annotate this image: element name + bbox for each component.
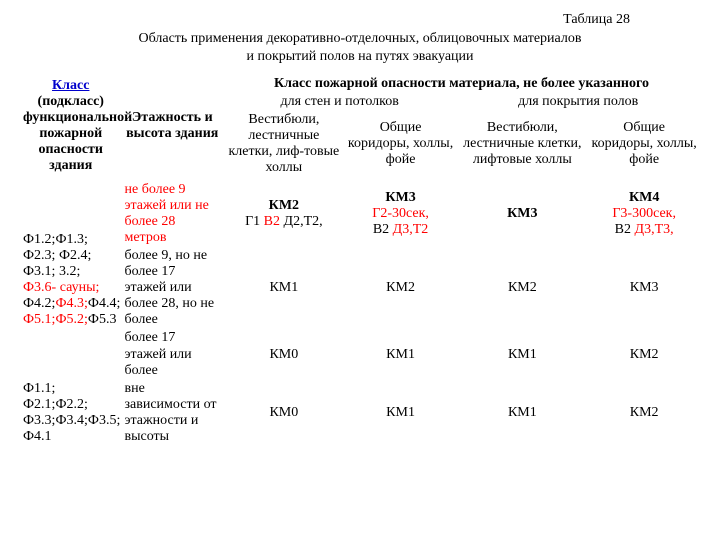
hdr-corr1: Общие коридоры, холлы, фойе <box>345 111 457 177</box>
a1c2-b: КМ3 <box>385 190 415 205</box>
row-b: Ф1.1; Ф2.1;Ф2.2; Ф3.3;Ф3.4;Ф3.5; Ф4.1 вн… <box>20 380 700 446</box>
cell-a3-c3: КМ1 <box>456 329 588 379</box>
a1c4-b: КМ4 <box>629 190 659 205</box>
cell-story-a1: не более 9 этажей или не более 28 метров <box>121 178 222 247</box>
fcA-3c: Ф4.4; <box>88 296 120 311</box>
cell-a1-c4: КМ4 Г3-300сек, В2 Д3,Т3, <box>588 178 700 247</box>
a1c1-l2c: Д2,Т2, <box>284 214 323 229</box>
a1c2-l3b: Д3,Т2 <box>393 222 429 237</box>
cell-a2-c2: КМ2 <box>345 247 457 329</box>
title-line-2: и покрытий полов на путях эвакуации <box>246 49 473 64</box>
cell-a2-c3: КМ2 <box>456 247 588 329</box>
cell-b-c4: КМ2 <box>588 380 700 446</box>
cell-b-c1: КМ0 <box>223 380 345 446</box>
fcA-2a: Ф3.1; 3.2; <box>23 264 80 279</box>
hdr-func-class: Класс (подкласс) функциональной пожарной… <box>20 75 121 178</box>
a1c3-b: КМ3 <box>507 206 537 221</box>
fcA-4a: Ф5.1;Ф5.2; <box>23 312 88 327</box>
hdr-vest1: Вестибюли, лестничные клетки, лиф-товые … <box>223 111 345 177</box>
a1c2-l3a: В2 <box>373 222 393 237</box>
hdr-func-rest: (подкласс) функциональной пожарной опасн… <box>23 94 132 173</box>
a1c4-l3b: Д3,Т3, <box>635 222 674 237</box>
a1c2-l2: Г2-30сек, <box>372 206 429 221</box>
row-a3: более 17 этажей или более КМ0 КМ1 КМ1 КМ… <box>20 329 700 379</box>
cell-a1-c1: КМ2 Г1 В2 Д2,Т2, <box>223 178 345 247</box>
cell-story-b: вне зависимости от этажности и высоты <box>121 380 222 446</box>
fcA-1a: Ф1.2;Ф1.3; <box>23 232 88 247</box>
a1c1-b: КМ2 <box>269 198 299 213</box>
hdr-walls: для стен и потолков <box>223 93 456 111</box>
table-title: Область применения декоративно-отделочны… <box>20 30 700 65</box>
hdr-vest2: Вестибюли, лестничные клетки, лифтовые х… <box>456 111 588 177</box>
row-a2: более 9, но не более 17 этажей или более… <box>20 247 700 329</box>
table-number: Таблица 28 <box>20 12 700 28</box>
cell-story-a2: более 9, но не более 17 этажей или более… <box>121 247 222 329</box>
cell-a2-c4: КМ3 <box>588 247 700 329</box>
fcA-1b: Ф2.3; Ф2.4; <box>23 248 91 263</box>
fcB-3: Ф3.3;Ф3.4;Ф3.5; <box>23 413 120 428</box>
fcA-4b: Ф5.3 <box>88 312 117 327</box>
a1c4-l2: Г3-300сек, <box>612 206 676 221</box>
cell-a1-c2: КМ3 Г2-30сек, В2 Д3,Т2 <box>345 178 457 247</box>
a1c1-l2b: В2 <box>264 214 284 229</box>
header-row-1: Класс (подкласс) функциональной пожарной… <box>20 75 700 93</box>
fcB-4: Ф4.1 <box>23 429 52 444</box>
cell-func-a: Ф1.2;Ф1.3; Ф2.3; Ф2.4; Ф3.1; 3.2; Ф3.6- … <box>20 178 121 380</box>
hdr-floors: для покрытия полов <box>456 93 700 111</box>
materials-table: Класс (подкласс) функциональной пожарной… <box>20 75 700 446</box>
fcB-1: Ф1.1; <box>23 381 55 396</box>
fcA-2b: Ф3.6- сауны; <box>23 280 99 295</box>
fcA-3b: Ф4.3; <box>55 296 87 311</box>
title-line-1: Область применения декоративно-отделочны… <box>138 31 581 46</box>
cell-story-a3: более 17 этажей или более <box>121 329 222 379</box>
cell-func-b: Ф1.1; Ф2.1;Ф2.2; Ф3.3;Ф3.4;Ф3.5; Ф4.1 <box>20 380 121 446</box>
a1c1-l2a: Г1 <box>245 214 264 229</box>
cell-a3-c1: КМ0 <box>223 329 345 379</box>
cell-a3-c4: КМ2 <box>588 329 700 379</box>
a1c4-l3a: В2 <box>615 222 635 237</box>
hdr-corr2: Общие коридоры, холлы, фойе <box>588 111 700 177</box>
cell-b-c3: КМ1 <box>456 380 588 446</box>
cell-a1-c3: КМ3 <box>456 178 588 247</box>
class-link[interactable]: Класс <box>52 78 89 93</box>
row-a1: Ф1.2;Ф1.3; Ф2.3; Ф2.4; Ф3.1; 3.2; Ф3.6- … <box>20 178 700 247</box>
cell-a3-c2: КМ1 <box>345 329 457 379</box>
cell-a2-c1: КМ1 <box>223 247 345 329</box>
fcB-2: Ф2.1;Ф2.2; <box>23 397 88 412</box>
hdr-top: Класс пожарной опасности материала, не б… <box>223 75 700 93</box>
hdr-stories: Этажность и высота здания <box>121 75 222 178</box>
fcA-3a: Ф4.2; <box>23 296 55 311</box>
cell-b-c2: КМ1 <box>345 380 457 446</box>
